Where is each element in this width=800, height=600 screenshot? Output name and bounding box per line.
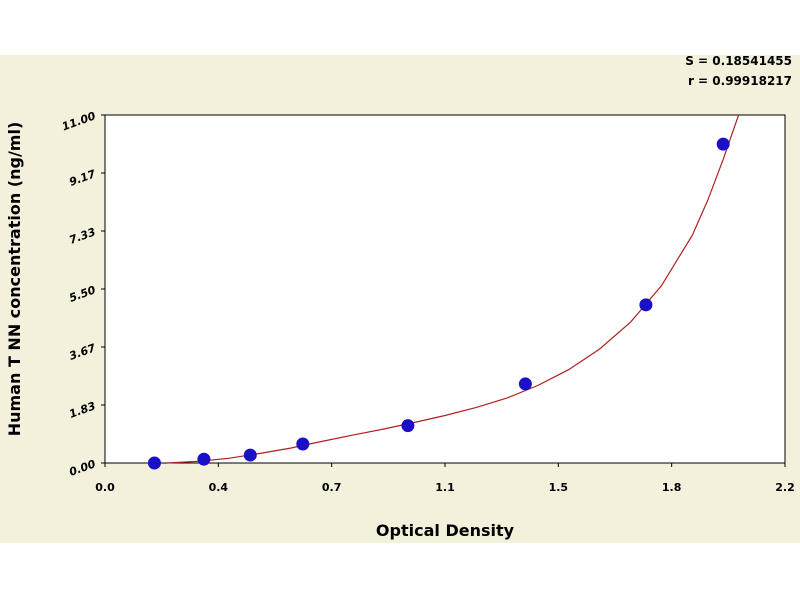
x-tick-label: 1.8 xyxy=(662,481,682,494)
data-point xyxy=(716,137,730,151)
y-tick-label: 5.50 xyxy=(67,283,97,305)
plot-frame xyxy=(104,114,786,464)
x-tick-label: 1.5 xyxy=(549,481,569,494)
y-tick-label: 0.00 xyxy=(67,457,97,479)
data-points xyxy=(147,137,730,470)
data-point xyxy=(197,452,211,466)
y-tick-label: 11.00 xyxy=(60,109,97,133)
y-tick-label: 7.33 xyxy=(67,225,97,247)
x-tick-label: 0.0 xyxy=(95,481,115,494)
y-axis-label: Human T NN concentration (ng/ml) xyxy=(5,122,24,437)
stat-s-value: S = 0.18541455 xyxy=(685,54,792,68)
data-point xyxy=(401,419,415,433)
x-axis-ticks: 0.0 0.4 0.7 1.1 1.5 1.8 2.2 xyxy=(95,463,795,494)
y-tick-label: 9.17 xyxy=(67,167,97,189)
x-tick-label: 0.7 xyxy=(322,481,342,494)
y-tick-label: 3.67 xyxy=(67,341,97,363)
data-point xyxy=(639,298,653,312)
y-tick-label: 1.83 xyxy=(67,399,97,421)
x-axis-label: Optical Density xyxy=(376,521,515,540)
x-tick-label: 2.2 xyxy=(775,481,795,494)
fit-curve-line xyxy=(166,114,740,464)
stat-r-value: r = 0.99918217 xyxy=(687,74,792,88)
data-point xyxy=(147,456,161,470)
y-axis-ticks: 0.00 1.83 3.67 5.50 7.33 9.17 11.00 xyxy=(60,109,105,479)
data-point xyxy=(518,377,532,391)
data-point xyxy=(296,437,310,451)
x-tick-label: 0.4 xyxy=(209,481,229,494)
data-point xyxy=(243,448,257,462)
x-tick-label: 1.1 xyxy=(435,481,455,494)
